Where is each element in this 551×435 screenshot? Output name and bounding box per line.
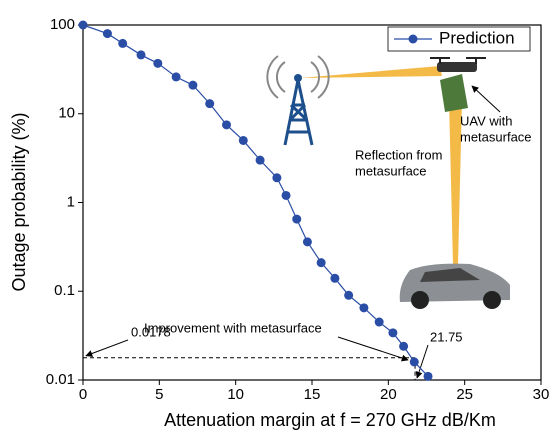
- data-point: [344, 290, 354, 300]
- x-axis-label: Attenuation margin at f = 270 GHz dB/Km: [164, 410, 496, 430]
- data-point: [374, 317, 384, 327]
- data-point: [409, 357, 419, 367]
- x-tick-label: 10: [227, 386, 244, 403]
- y-tick-label: 100: [50, 16, 75, 33]
- illustration: [266, 55, 510, 309]
- data-point: [302, 237, 312, 247]
- data-point: [238, 135, 248, 145]
- annotation: metasurface: [355, 163, 427, 178]
- data-point: [330, 273, 340, 283]
- annotation: UAV with: [460, 113, 513, 128]
- arrow: [85, 339, 129, 357]
- annotation: Reflection from: [355, 147, 442, 162]
- x-tick-label: 0: [79, 386, 87, 403]
- data-point: [205, 99, 215, 109]
- x-tick-label: 5: [155, 386, 163, 403]
- arrow: [415, 344, 429, 379]
- arrow: [471, 85, 501, 113]
- data-point: [136, 50, 146, 60]
- y-tick-label: 0.01: [46, 371, 75, 388]
- data-point: [102, 29, 112, 39]
- data-point: [78, 20, 88, 30]
- data-point: [188, 80, 198, 90]
- x-tick-label: 25: [456, 386, 473, 403]
- legend-marker: [408, 34, 418, 44]
- x-tick-label: 15: [304, 386, 321, 403]
- data-point: [255, 155, 265, 165]
- reference-label: 0.0178: [131, 324, 171, 339]
- annotation: metasurface: [460, 129, 532, 144]
- data-point: [423, 371, 433, 381]
- y-axis-label: Outage probability (%): [9, 112, 29, 291]
- y-tick-label: 0.1: [54, 282, 75, 299]
- data-point: [281, 190, 291, 200]
- data-point: [292, 214, 302, 224]
- arrow: [337, 336, 409, 362]
- data-point: [388, 328, 398, 338]
- reference-label: 21.75: [430, 329, 463, 344]
- y-tick-label: 10: [58, 105, 75, 122]
- data-point: [171, 72, 181, 82]
- y-tick-label: 1: [67, 193, 75, 210]
- data-point: [222, 120, 232, 130]
- legend-label: Prediction: [439, 28, 515, 47]
- data-point: [153, 58, 163, 68]
- data-point: [272, 173, 282, 183]
- annotation: Improvement with metasurface: [144, 320, 322, 335]
- x-tick-label: 20: [380, 386, 397, 403]
- data-point: [359, 303, 369, 313]
- data-point: [316, 258, 326, 268]
- data-point: [118, 38, 128, 48]
- data-point: [399, 341, 409, 351]
- x-tick-label: 30: [533, 386, 550, 403]
